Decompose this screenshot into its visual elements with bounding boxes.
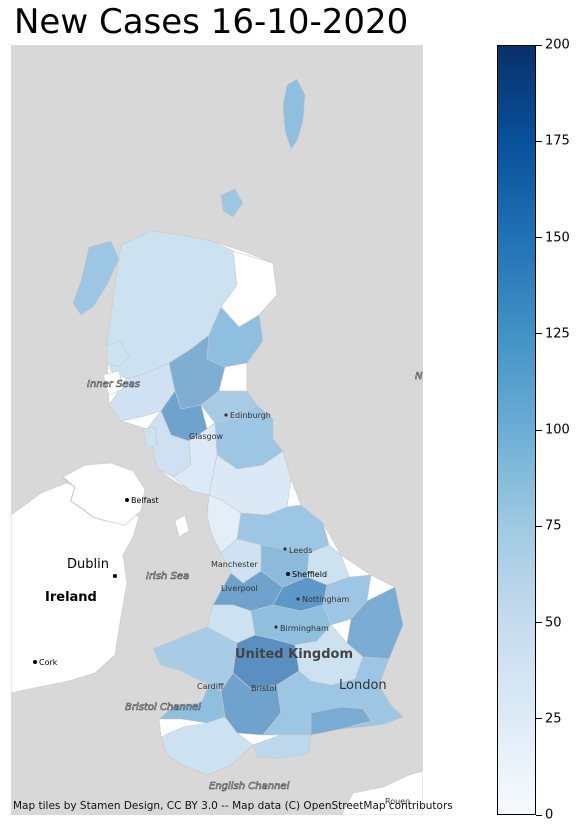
label-nottingham: Nottingham (302, 595, 349, 604)
colorbar-tick-label: 100 (545, 423, 570, 438)
colorbar-tick (536, 526, 542, 527)
label-bristol-channel: Bristol Channel (125, 702, 201, 713)
marker-sheffield (286, 572, 290, 576)
marker-belfast (125, 498, 129, 502)
label-glasgow: Glasgow (189, 432, 223, 441)
map-title: New Cases 16-10-2020 (14, 2, 408, 42)
colorbar-tick (536, 622, 542, 623)
marker-nottingham (296, 597, 299, 600)
label-edinburgh: Edinburgh (230, 411, 271, 420)
marker-birmingham (274, 625, 277, 628)
marker-cork (33, 660, 37, 664)
colorbar-tick (536, 430, 542, 431)
label-inner-seas: Inner Seas (87, 379, 140, 390)
colorbar-tick (536, 141, 542, 142)
colorbar-tick-label: 125 (545, 326, 570, 341)
label-bristol: Bristol (251, 684, 276, 693)
colorbar-tick-label: 175 (545, 134, 570, 149)
colorbar-tick-label: 0 (545, 808, 553, 823)
colorbar-tick (536, 333, 542, 334)
colorbar-tick-label: 50 (545, 615, 562, 630)
map-attribution: Map tiles by Stamen Design, CC BY 3.0 --… (13, 800, 453, 812)
label-belfast: Belfast (131, 496, 159, 505)
label-edge-n: N (415, 371, 423, 382)
label-sheffield: Sheffield (292, 570, 327, 579)
label-irish-sea: Irish Sea (146, 571, 189, 582)
label-london: London (339, 678, 387, 693)
label-cork: Cork (39, 658, 58, 667)
label-united-kingdom: United Kingdom (235, 647, 353, 662)
colorbar (497, 45, 536, 815)
label-dublin: Dublin (67, 557, 109, 572)
label-english-channel: English Channel (209, 781, 290, 792)
label-leeds: Leeds (289, 546, 312, 555)
label-ireland: Ireland (45, 590, 97, 605)
choropleth-map: Inner Seas N Edinburgh Glasgow Belfast D… (11, 45, 423, 815)
colorbar-tick (536, 237, 542, 238)
label-liverpool: Liverpool (221, 584, 258, 593)
label-cardiff: Cardiff (197, 682, 224, 691)
colorbar-tick (536, 45, 542, 46)
colorbar-tick-label: 150 (545, 230, 570, 245)
colorbar-tick (536, 815, 542, 816)
colorbar-tick-label: 75 (545, 519, 562, 534)
colorbar-tick-label: 200 (545, 38, 570, 53)
marker-dublin (113, 574, 117, 578)
marker-edinburgh (224, 413, 227, 416)
label-manchester: Manchester (211, 560, 258, 569)
label-birmingham: Birmingham (280, 624, 329, 633)
colorbar-tick-label: 25 (545, 711, 562, 726)
marker-leeds (283, 547, 286, 550)
colorbar-tick (536, 718, 542, 719)
